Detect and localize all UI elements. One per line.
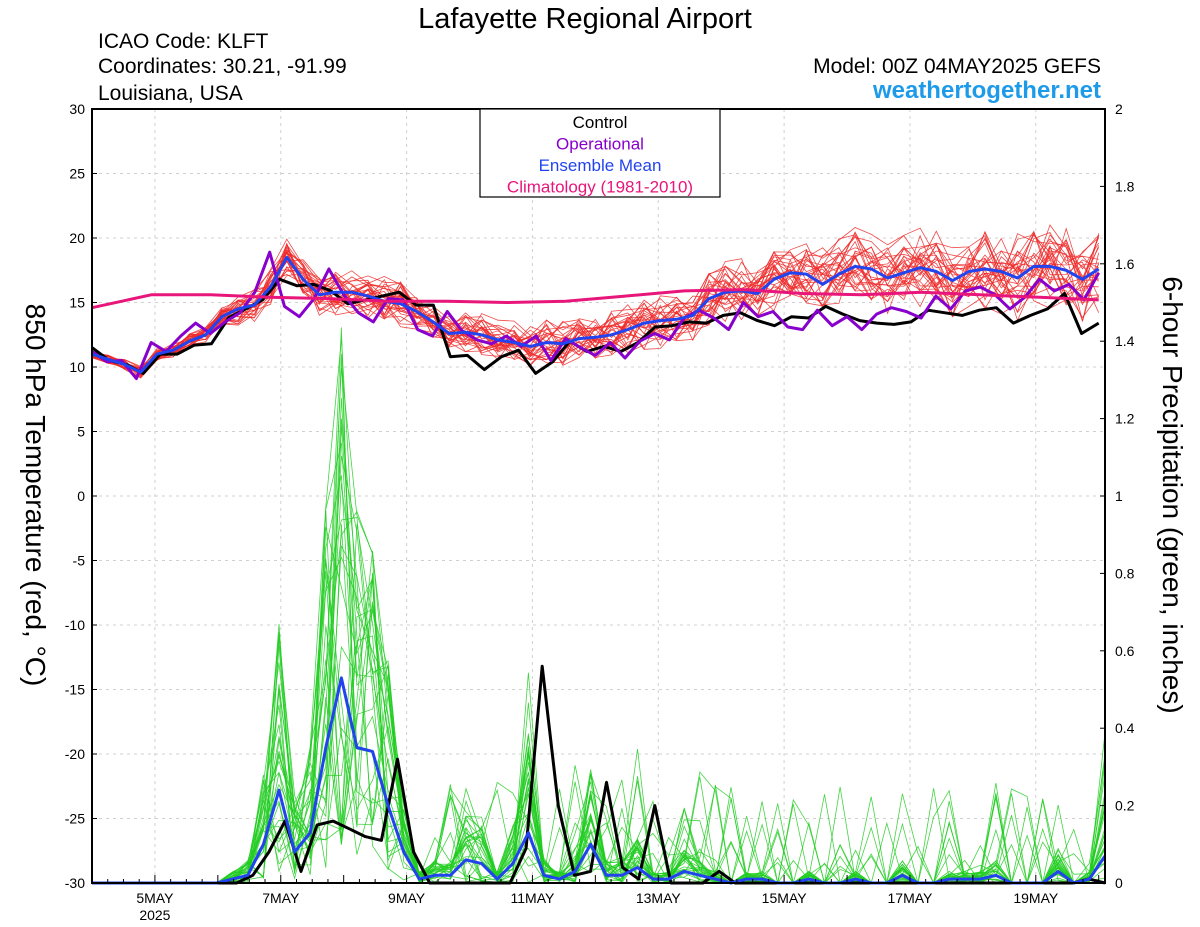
legend-item: Operational — [556, 135, 644, 154]
x-tick-label: 7MAY — [262, 890, 300, 906]
plot-area: 302520151050-5-10-15-20-25-3021.81.61.41… — [65, 101, 1135, 923]
y-tick-label: 0 — [77, 488, 85, 504]
legend-item: Control — [573, 113, 628, 132]
x-tick-label: 13MAY — [636, 890, 682, 906]
climatology-1981-2010-temp-line — [91, 288, 1099, 310]
y-tick-label: 15 — [69, 295, 85, 311]
region: Louisiana, USA — [98, 82, 243, 105]
ensemble-member-temp-line — [91, 238, 1100, 368]
y-tick-label: 20 — [69, 230, 85, 246]
control-precip-line — [92, 664, 1106, 885]
y2-tick-label: 1.2 — [1115, 411, 1135, 427]
y-axis-title: 850 hPa Temperature (red, °C) — [20, 304, 51, 687]
y2-tick-label: 0.6 — [1115, 643, 1135, 659]
ensemble-mean-precip-line — [92, 676, 1107, 885]
y2-tick-label: 1 — [1115, 488, 1123, 504]
y-tick-label: -30 — [65, 875, 85, 891]
ensemble-member-temp-line — [91, 231, 1100, 367]
x-tick-year-label: 2025 — [139, 907, 170, 923]
operational-temp-line — [91, 250, 1101, 381]
ensemble-member-temp-line — [91, 230, 1099, 375]
x-tick-label: 17MAY — [888, 890, 934, 906]
y-tick-label: 5 — [77, 424, 85, 440]
legend-box — [479, 108, 721, 198]
y-tick-label: -5 — [73, 553, 86, 569]
ensemble-member-precip-line — [92, 442, 1106, 884]
legend-item: Climatology (1981-2010) — [507, 178, 693, 197]
y-tick-label: 10 — [69, 359, 85, 375]
x-tick-label: 11MAY — [511, 890, 555, 906]
ensemble-member-precip-line — [92, 456, 1106, 885]
legend: Control Operational Ensemble Mean Climatolo… — [479, 108, 721, 198]
x-tick-label: 19MAY — [1013, 890, 1059, 906]
site-name[interactable]: weathertogether.net — [872, 77, 1101, 104]
x-tick-label: 5MAY — [136, 890, 174, 906]
icao-code: ICAO Code: KLFT — [98, 30, 269, 53]
y2-tick-label: 1.8 — [1115, 178, 1135, 194]
y2-tick-label: 0.8 — [1115, 565, 1135, 581]
legend-item: Ensemble Mean — [539, 156, 662, 175]
y2-tick-label: 0 — [1115, 875, 1123, 891]
y-tick-label: 25 — [69, 166, 85, 182]
ensemble-member-precip-line — [92, 338, 1106, 884]
y-tick-label: -15 — [65, 682, 85, 698]
chart-title: Lafayette Regional Airport — [418, 3, 752, 35]
control-temp-line — [91, 277, 1100, 375]
ensemble-member-precip-line — [92, 327, 1106, 884]
y2-tick-label: 1.6 — [1115, 256, 1135, 272]
y-tick-label: -20 — [65, 746, 85, 762]
model-run: Model: 00Z 04MAY2025 GEFS — [813, 55, 1101, 78]
coordinates: Coordinates: 30.21, -91.99 — [98, 55, 347, 78]
ensemble-member-precip-line — [92, 354, 1106, 884]
y2-tick-label: 2 — [1115, 101, 1123, 117]
x-tick-label: 15MAY — [762, 890, 808, 906]
ensemble-mean-temp-line — [91, 255, 1100, 374]
y2-tick-label: 0.4 — [1115, 720, 1135, 736]
y2-tick-label: 1.4 — [1115, 333, 1135, 349]
y-tick-label: -10 — [65, 617, 85, 633]
y2-tick-label: 0.2 — [1115, 798, 1135, 814]
y2-axis-title: 6-hour Precipitation (green, inches) — [1157, 276, 1188, 713]
y-tick-label: -25 — [65, 811, 85, 827]
ensemble-member-precip-line — [92, 524, 1106, 885]
x-tick-label: 9MAY — [388, 890, 426, 906]
ensemble-member-temp-line — [91, 252, 1099, 373]
y-tick-label: 30 — [69, 101, 85, 117]
